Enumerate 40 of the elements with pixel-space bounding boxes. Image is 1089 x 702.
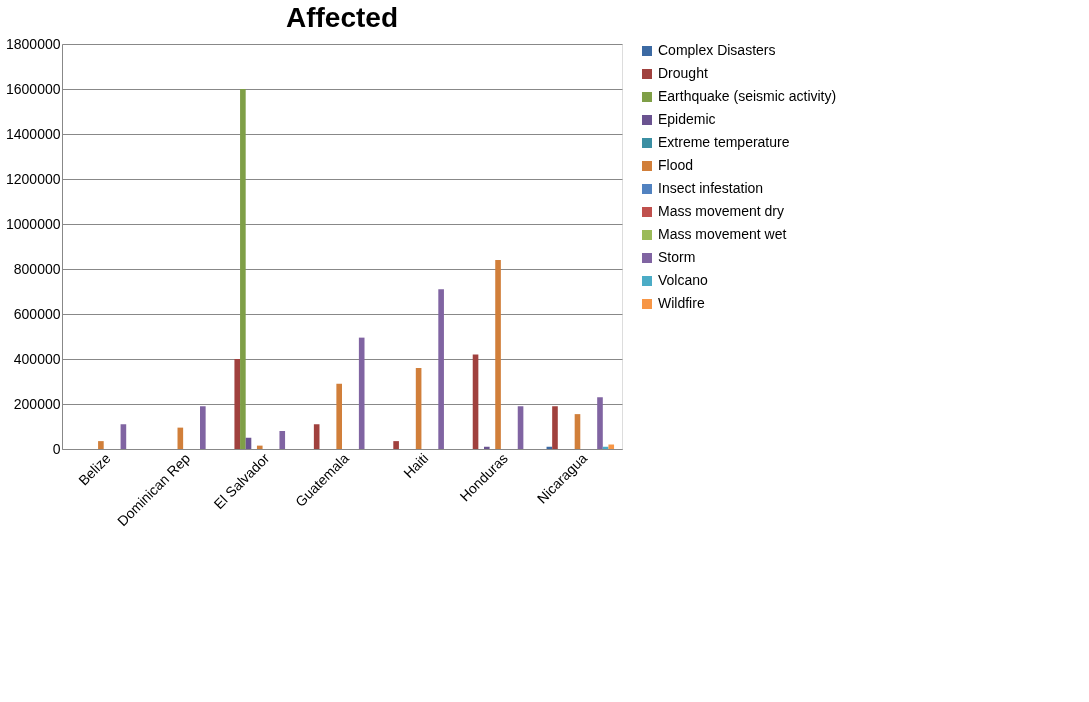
legend-label: Complex Disasters	[658, 42, 776, 58]
y-tick-label: 600000	[13, 305, 61, 322]
legend-label: Storm	[658, 249, 696, 265]
bar	[483, 446, 490, 449]
y-tick-label: 1800000	[5, 35, 61, 52]
bar	[597, 397, 603, 449]
legend-label: Wildfire	[658, 295, 705, 311]
legend-label: Flood	[658, 157, 694, 173]
bar	[120, 424, 127, 449]
y-tick-label: 1400000	[5, 125, 61, 142]
bar	[336, 383, 342, 449]
y-tick-label: 200000	[13, 395, 61, 412]
bar	[608, 444, 615, 449]
bar	[358, 337, 365, 449]
legend-label: Drought	[658, 65, 708, 81]
bar	[200, 406, 206, 449]
bar	[240, 89, 246, 449]
legend-label: Insect infestation	[658, 180, 764, 196]
bar	[313, 424, 320, 449]
bar	[279, 431, 286, 449]
legend-label: Volcano	[658, 272, 709, 288]
legend-label: Mass movement dry	[658, 203, 785, 219]
y-tick-label: 1000000	[5, 215, 61, 232]
legend-label: Mass movement wet	[658, 226, 787, 242]
legend-label: Extreme temperature	[658, 134, 790, 150]
bar	[495, 260, 501, 449]
y-tick-label: 0	[52, 440, 61, 457]
bar	[438, 289, 444, 449]
bar	[256, 445, 263, 449]
bar	[393, 441, 399, 449]
chart-title: Affected	[285, 2, 399, 33]
y-tick-label: 400000	[13, 350, 61, 367]
y-tick-label: 1200000	[5, 170, 61, 187]
bar	[552, 406, 558, 449]
y-tick-label: 800000	[13, 260, 61, 277]
y-tick-label: 1600000	[5, 80, 61, 97]
legend-label: Epidemic	[658, 111, 716, 127]
bar	[234, 359, 241, 449]
bar	[98, 441, 104, 449]
legend-label: Earthquake (seismic activity)	[658, 88, 837, 104]
